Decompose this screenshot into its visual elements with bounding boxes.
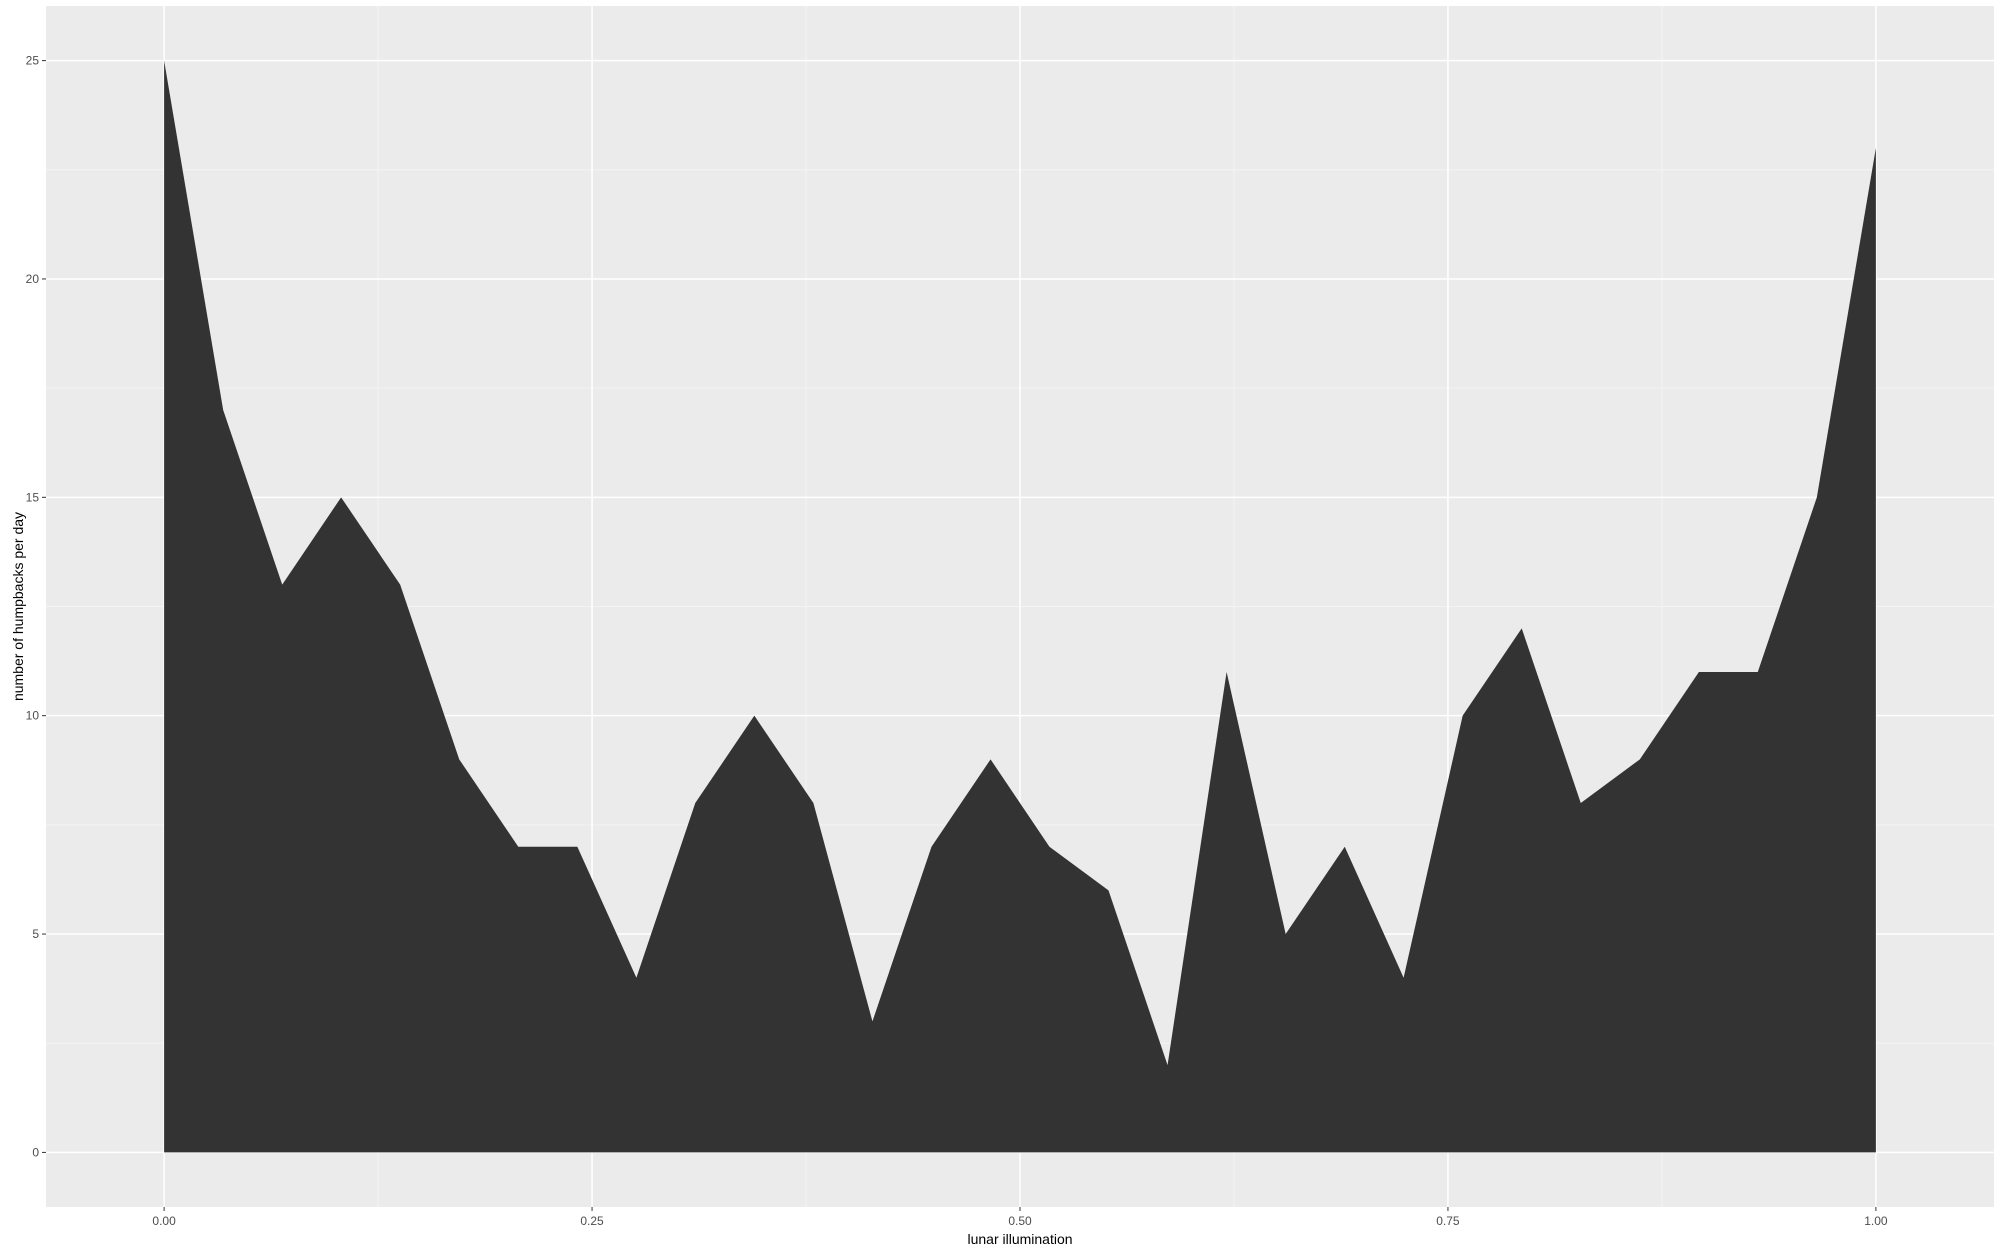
y-axis-ticks: 0 5 10 15 20 25: [26, 54, 46, 1159]
y-tick-label: 15: [26, 490, 40, 504]
y-tick-label: 20: [26, 272, 40, 286]
y-tick-label: 10: [26, 709, 40, 723]
y-tick-label: 0: [32, 1145, 39, 1159]
y-tick-label: 5: [32, 927, 39, 941]
x-tick-label: 0.25: [580, 1214, 604, 1228]
x-tick-label: 0.50: [1008, 1214, 1032, 1228]
y-axis-title: number of humpbacks per day: [10, 512, 26, 701]
x-axis-ticks: 0.00 0.25 0.50 0.75 1.00: [152, 1207, 1888, 1228]
area-series: [164, 60, 1876, 1153]
x-axis-title: lunar illumination: [967, 1231, 1072, 1247]
x-tick-label: 1.00: [1864, 1214, 1888, 1228]
area-layer: [164, 60, 1876, 1153]
x-tick-label: 0.00: [152, 1214, 176, 1228]
y-tick-label: 25: [26, 54, 40, 68]
x-tick-label: 0.75: [1436, 1214, 1460, 1228]
